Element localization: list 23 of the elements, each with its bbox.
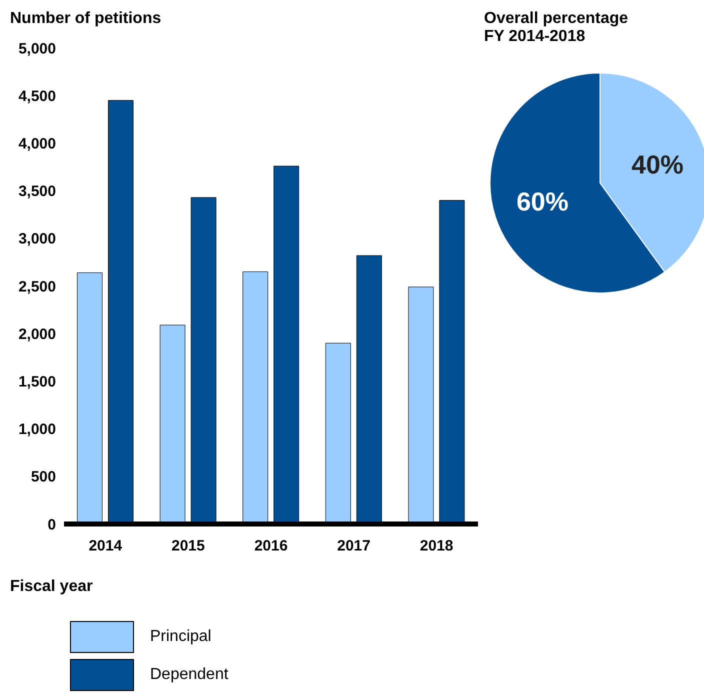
legend-label: Principal: [150, 628, 212, 646]
data-label: 40%: [632, 149, 684, 180]
y-axis-title: Number of petitions: [10, 10, 162, 28]
y-tick-label: 1,000: [18, 421, 56, 438]
y-tick-label: 500: [30, 468, 56, 486]
y-tick-label: 4,000: [18, 136, 56, 153]
chart-title: Overall percentage FY 2014-2018: [484, 10, 628, 46]
legend-label: Dependent: [150, 666, 228, 684]
x-axis-title: Fiscal year: [10, 578, 93, 596]
x-tick-label: 2016: [254, 538, 288, 555]
x-tick-label: 2018: [420, 538, 454, 555]
y-tick-label: 0: [48, 516, 56, 534]
data-label: 60%: [516, 186, 568, 217]
y-tick-label: 5,000: [18, 40, 56, 58]
x-tick-label: 2014: [88, 538, 123, 555]
y-tick-label: 3,500: [18, 183, 56, 200]
y-tick-label: 2,500: [18, 278, 56, 296]
y-tick-label: 2,000: [18, 326, 56, 343]
y-tick-label: 3,000: [18, 230, 56, 248]
x-tick-label: 2015: [172, 538, 205, 555]
y-tick-label: 4,500: [18, 88, 56, 105]
x-tick-label: 2017: [337, 538, 370, 555]
y-tick-label: 1,500: [18, 374, 56, 391]
